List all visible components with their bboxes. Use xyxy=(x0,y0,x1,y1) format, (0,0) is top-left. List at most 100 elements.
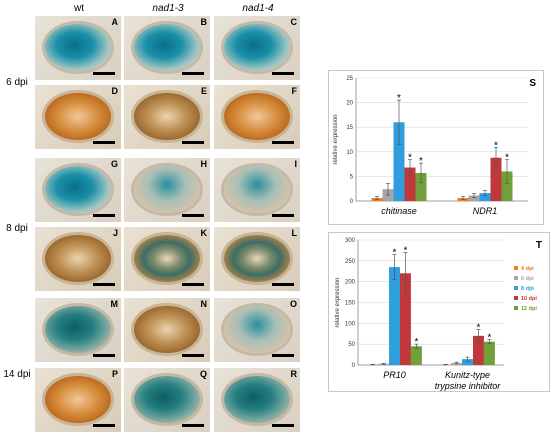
significance-star: * xyxy=(476,323,480,334)
panel-letter: N xyxy=(200,299,208,309)
scale-bar xyxy=(272,141,294,144)
micrograph-panel-c: C xyxy=(213,15,301,81)
column-header-nad1-3: nad1-3 xyxy=(152,3,184,14)
bar xyxy=(399,273,411,365)
scale-bar xyxy=(93,283,115,286)
panel-letter: G xyxy=(110,159,118,169)
stained-tissue xyxy=(224,375,290,424)
micrograph-panel-j: J xyxy=(34,226,122,292)
scale-bar xyxy=(93,354,115,357)
bar xyxy=(389,267,400,365)
micrograph-panel-k: K xyxy=(123,226,211,292)
bar xyxy=(410,346,422,365)
scale-bar xyxy=(182,424,204,427)
significance-star: * xyxy=(505,153,509,164)
legend-entry: 4 dpi xyxy=(521,266,534,272)
legend-swatch xyxy=(514,276,518,280)
stained-tissue xyxy=(45,92,111,141)
row-label-14dpi: 14 dpi xyxy=(3,369,31,380)
significance-star: * xyxy=(397,93,401,104)
y-tick-label: 250 xyxy=(345,259,356,265)
panel-letter: K xyxy=(200,228,208,238)
category-label: trypsine inhibitor xyxy=(435,381,502,391)
y-axis-title: relative expression xyxy=(333,114,339,164)
micrograph-panel-i: I xyxy=(213,157,301,223)
scale-bar xyxy=(272,424,294,427)
bar xyxy=(468,195,480,201)
stained-tissue xyxy=(134,305,200,354)
stained-tissue xyxy=(134,234,200,283)
scale-bar xyxy=(182,283,204,286)
y-tick-label: 10 xyxy=(346,150,353,156)
significance-star: * xyxy=(494,140,498,151)
column-header-nad1-4: nad1-4 xyxy=(242,3,274,14)
significance-star: * xyxy=(403,246,407,257)
stained-tissue xyxy=(134,23,200,72)
y-tick-label: 25 xyxy=(346,76,353,82)
legend-entry: 6 dpi xyxy=(521,276,534,282)
micrograph-panel-e: E xyxy=(123,84,211,150)
panel-letter: A xyxy=(111,17,119,27)
chart-frame xyxy=(328,70,544,225)
micrograph-panel-h: H xyxy=(123,157,211,223)
scale-bar xyxy=(272,283,294,286)
legend-entry: 8 dpi xyxy=(521,286,534,292)
stained-tissue xyxy=(224,23,290,72)
bar xyxy=(501,171,513,201)
y-tick-label: 150 xyxy=(345,301,356,307)
stained-tissue xyxy=(134,92,200,141)
panel-letter: C xyxy=(290,17,298,27)
category-label: Kunitz-type xyxy=(445,370,490,380)
stained-tissue xyxy=(45,305,111,354)
bar xyxy=(404,167,416,201)
legend-entry: 12 dpi xyxy=(521,306,537,312)
bar xyxy=(393,122,405,201)
y-tick-label: 200 xyxy=(345,280,356,286)
chart-s: 0 5 10 15 20 25 relative expression S * * * chitina… xyxy=(328,70,544,225)
stained-tissue xyxy=(224,92,290,141)
micrograph-panel-m: M xyxy=(34,297,122,363)
micrograph-panel-p: P xyxy=(34,367,122,433)
panel-letter: M xyxy=(110,299,119,309)
chart-t: 0 50 100 150 200 250 300 relative expression T * *… xyxy=(328,232,550,392)
chart-panel-letter: S xyxy=(529,78,536,89)
bar xyxy=(479,193,491,201)
y-tick-label: 300 xyxy=(345,238,356,244)
legend-swatch xyxy=(514,266,518,270)
scale-bar xyxy=(93,72,115,75)
legend-swatch xyxy=(514,296,518,300)
stained-tissue xyxy=(45,165,111,214)
legend-swatch xyxy=(514,306,518,310)
row-label-6dpi: 6 dpi xyxy=(6,77,28,88)
micrograph-panel-f: F xyxy=(213,84,301,150)
y-tick-label: 50 xyxy=(348,342,355,348)
stained-tissue xyxy=(224,305,290,354)
scale-bar xyxy=(272,72,294,75)
micrograph-panel-b: B xyxy=(123,15,211,81)
bar xyxy=(415,172,427,201)
bar xyxy=(483,341,495,365)
micrograph-panel-q: Q xyxy=(123,367,211,433)
panel-letter: F xyxy=(291,86,298,96)
stained-tissue xyxy=(45,234,111,283)
micrograph-panel-l: L xyxy=(213,226,301,292)
y-tick-label: 100 xyxy=(345,321,356,327)
scale-bar xyxy=(272,214,294,217)
micrograph-panel-a: A xyxy=(34,15,122,81)
stained-tissue xyxy=(224,165,290,214)
panel-letter: O xyxy=(289,299,297,309)
column-header-wt: wt xyxy=(74,3,84,14)
significance-star: * xyxy=(393,248,397,259)
stained-tissue xyxy=(45,23,111,72)
bar xyxy=(472,335,484,365)
chart-frame xyxy=(328,232,550,392)
y-tick-label: 0 xyxy=(352,363,356,369)
micrograph-panel-r: R xyxy=(213,367,301,433)
bar xyxy=(462,359,473,365)
significance-star: * xyxy=(419,156,423,167)
panel-letter: L xyxy=(291,228,298,238)
y-tick-label: 0 xyxy=(350,199,354,205)
scale-bar xyxy=(182,354,204,357)
y-tick-label: 20 xyxy=(346,101,353,107)
y-tick-label: 15 xyxy=(346,125,353,131)
